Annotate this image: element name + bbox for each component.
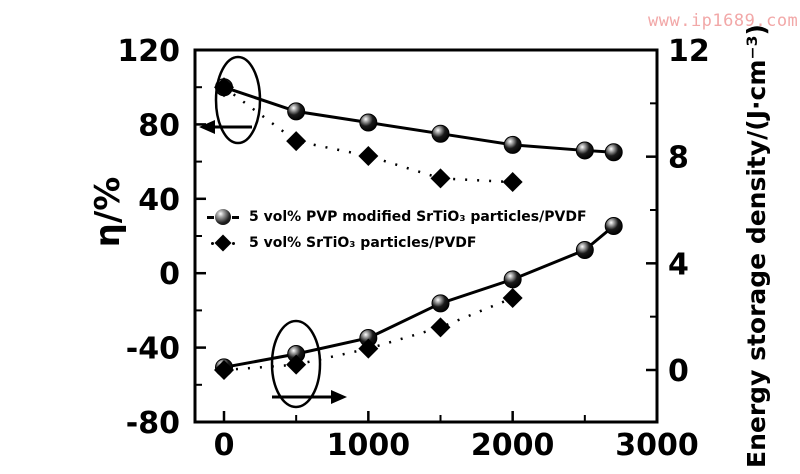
plot-border xyxy=(193,48,659,424)
svg-text:0: 0 xyxy=(214,428,235,463)
svg-text:-80: -80 xyxy=(126,406,180,441)
diamond-data-point xyxy=(286,131,307,152)
svg-text:2000: 2000 xyxy=(471,428,555,463)
sphere-dash-marker-icon xyxy=(203,209,243,225)
svg-text:0: 0 xyxy=(159,257,180,292)
diamond-data-point xyxy=(430,317,451,338)
svg-text:40: 40 xyxy=(138,183,180,218)
svg-text:8: 8 xyxy=(668,141,689,176)
diamond-data-point xyxy=(358,146,379,167)
legend-label: 5 vol% PVP modified SrTiO₃ particles/PVD… xyxy=(249,209,587,225)
legend-label: 5 vol% SrTiO₃ particles/PVDF xyxy=(249,235,477,251)
sphere-data-point xyxy=(287,102,306,121)
sphere-data-point xyxy=(604,217,623,235)
series-2 xyxy=(215,217,623,377)
diamond-data-point xyxy=(430,168,451,189)
sphere-data-point xyxy=(604,143,623,162)
legend: 5 vol% PVP modified SrTiO₃ particles/PVD… xyxy=(203,204,587,256)
sphere-data-point xyxy=(431,294,450,313)
diamond-data-point xyxy=(358,338,379,359)
watermark-text: www.ip1689.com xyxy=(648,11,799,31)
sphere-data-point xyxy=(503,135,522,154)
svg-text:4: 4 xyxy=(668,247,689,282)
diamond-data-point xyxy=(502,172,523,193)
diamond-data-point xyxy=(214,360,234,380)
diamond-dot-marker-icon xyxy=(203,234,243,252)
diamond-data-point xyxy=(286,354,307,375)
legend-item-pvp-modified: 5 vol% PVP modified SrTiO₃ particles/PVD… xyxy=(203,204,587,230)
svg-text:12: 12 xyxy=(668,34,710,69)
axis-ticks xyxy=(196,48,659,424)
sphere-data-point xyxy=(431,124,450,143)
svg-text:3000: 3000 xyxy=(615,428,699,463)
sphere-data-point xyxy=(575,241,594,259)
svg-text:-40: -40 xyxy=(126,332,180,367)
svg-text:1000: 1000 xyxy=(327,428,411,463)
sphere-data-point xyxy=(575,141,594,160)
svg-text:80: 80 xyxy=(138,108,180,143)
annotation-ellipse-arrow-1 xyxy=(270,319,347,409)
series-1 xyxy=(214,77,523,193)
sphere-data-point xyxy=(359,113,378,132)
svg-text:0: 0 xyxy=(668,354,689,389)
series-0 xyxy=(215,78,623,162)
annotation-ellipse-arrow-0 xyxy=(199,55,262,145)
legend-item-unmodified: 5 vol% SrTiO₃ particles/PVDF xyxy=(203,230,587,256)
svg-text:120: 120 xyxy=(117,34,180,69)
diamond-data-point xyxy=(502,288,523,308)
sphere-data-point xyxy=(503,270,522,289)
